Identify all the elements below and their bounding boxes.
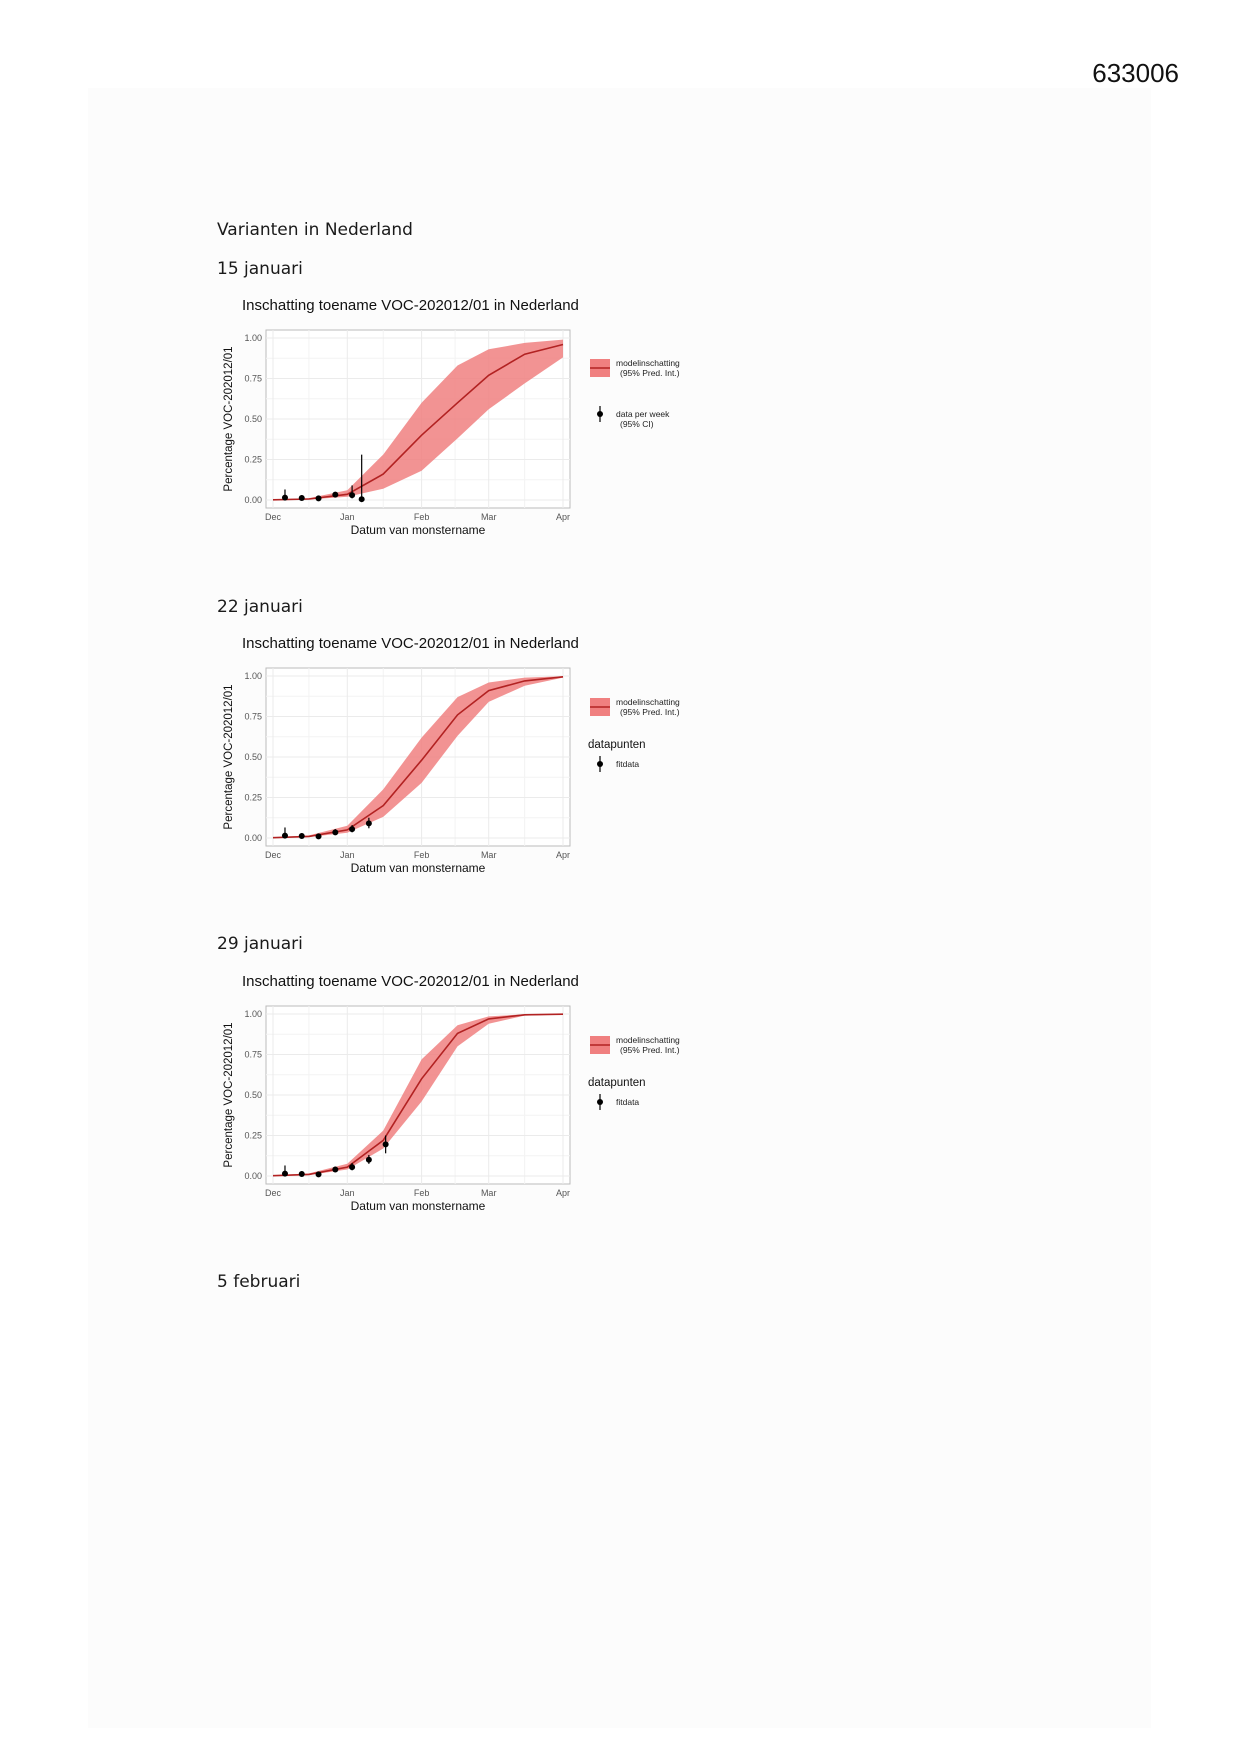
section-heading: Varianten in Nederland — [217, 220, 413, 240]
data-point — [382, 1141, 389, 1148]
data-point — [358, 496, 365, 503]
x-tick-label: Mar — [481, 850, 497, 860]
data-point — [315, 495, 322, 502]
prediction-band — [273, 1014, 563, 1176]
x-tick-label: Dec — [265, 850, 282, 860]
x-tick-label: Feb — [414, 512, 430, 522]
y-tick-label: 0.75 — [244, 374, 262, 384]
x-axis-title: Datum van monstername — [351, 861, 486, 875]
data-point — [315, 833, 322, 840]
document-number: 633006 — [1092, 58, 1179, 88]
date-label-3: 29 januari — [217, 934, 303, 954]
legend-title: datapunten — [588, 739, 646, 751]
x-tick-label: Feb — [414, 1188, 430, 1198]
legend-band-label: modelinschatting — [616, 697, 680, 707]
y-tick-label: 1.00 — [244, 671, 262, 681]
legend-point-label: data per week — [616, 409, 670, 419]
y-tick-label: 0.75 — [244, 1050, 262, 1060]
model-line — [272, 1013, 564, 1177]
data-point — [365, 820, 372, 827]
x-tick-label: Feb — [414, 850, 430, 860]
prediction-band — [273, 339, 563, 500]
chart-title: Inschatting toename VOC-202012/01 in Ned… — [242, 297, 579, 314]
x-tick-label: Dec — [265, 1188, 282, 1198]
y-tick-label: 0.25 — [244, 1131, 262, 1141]
y-tick-label: 1.00 — [244, 1009, 262, 1019]
data-point — [349, 826, 356, 833]
model-line — [272, 676, 564, 839]
legend-point-key — [597, 1099, 603, 1105]
x-tick-label: Jan — [340, 512, 355, 522]
data-point — [332, 829, 339, 836]
x-tick-label: Mar — [481, 1188, 497, 1198]
x-tick-label: Apr — [556, 850, 570, 860]
y-tick-label: 0.25 — [244, 455, 262, 465]
data-point — [349, 1164, 356, 1171]
x-axis-title: Datum van monstername — [351, 523, 486, 537]
legend-point-label: fitdata — [616, 1097, 639, 1107]
data-point — [281, 494, 288, 501]
x-tick-label: Dec — [265, 512, 282, 522]
y-tick-label: 0.50 — [244, 414, 262, 424]
date-label-4: 5 februari — [217, 1272, 301, 1292]
chart-22-januari: Inschatting toename VOC-202012/01 in Ned… — [223, 635, 680, 875]
x-tick-label: Jan — [340, 850, 355, 860]
y-tick-label: 0.50 — [244, 752, 262, 762]
data-point — [298, 495, 305, 502]
data-point — [349, 492, 356, 499]
data-point — [298, 1171, 305, 1178]
y-tick-label: 1.00 — [244, 333, 262, 343]
x-axis-title: Datum van monstername — [351, 1199, 486, 1213]
y-tick-label: 0.00 — [244, 1171, 262, 1181]
legend-point-key — [597, 411, 603, 417]
data-point — [332, 1166, 339, 1173]
chart-title: Inschatting toename VOC-202012/01 in Ned… — [242, 973, 579, 990]
data-point — [332, 491, 339, 498]
x-tick-label: Mar — [481, 512, 497, 522]
y-tick-label: 0.25 — [244, 793, 262, 803]
y-tick-label: 0.00 — [244, 833, 262, 843]
legend-band-sublabel: (95% Pred. Int.) — [620, 707, 680, 717]
data-point — [365, 1156, 372, 1163]
legend-band-sublabel: (95% Pred. Int.) — [620, 368, 680, 378]
prediction-band — [273, 676, 563, 838]
legend-point-label: fitdata — [616, 759, 639, 769]
legend-title: datapunten — [588, 1077, 646, 1089]
legend-point-sublabel: (95% CI) — [620, 419, 654, 429]
chart-15-januari: Inschatting toename VOC-202012/01 in Ned… — [223, 297, 680, 537]
data-point — [281, 1170, 288, 1177]
y-axis-title: Percentage VOC-202012/01 — [223, 346, 235, 491]
chart-title: Inschatting toename VOC-202012/01 in Ned… — [242, 635, 579, 652]
data-point — [298, 833, 305, 840]
legend-point-key — [597, 761, 603, 767]
x-tick-label: Jan — [340, 1188, 355, 1198]
date-label-2: 22 januari — [217, 597, 303, 617]
y-axis-title: Percentage VOC-202012/01 — [223, 684, 235, 829]
y-axis-title: Percentage VOC-202012/01 — [223, 1022, 235, 1167]
chart-29-januari: Inschatting toename VOC-202012/01 in Ned… — [223, 973, 680, 1213]
legend-band-label: modelinschatting — [616, 1035, 680, 1045]
y-tick-label: 0.50 — [244, 1090, 262, 1100]
y-tick-label: 0.00 — [244, 495, 262, 505]
legend-band-sublabel: (95% Pred. Int.) — [620, 1045, 680, 1055]
page-background — [88, 88, 1151, 1728]
data-point — [315, 1171, 322, 1178]
x-tick-label: Apr — [556, 1188, 570, 1198]
model-line — [272, 343, 564, 501]
data-point — [281, 832, 288, 839]
date-label-1: 15 januari — [217, 259, 303, 279]
legend-band-label: modelinschatting — [616, 358, 680, 368]
x-tick-label: Apr — [556, 512, 570, 522]
y-tick-label: 0.75 — [244, 712, 262, 722]
